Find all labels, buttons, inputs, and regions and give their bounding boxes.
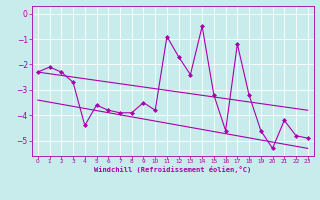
X-axis label: Windchill (Refroidissement éolien,°C): Windchill (Refroidissement éolien,°C) [94, 166, 252, 173]
